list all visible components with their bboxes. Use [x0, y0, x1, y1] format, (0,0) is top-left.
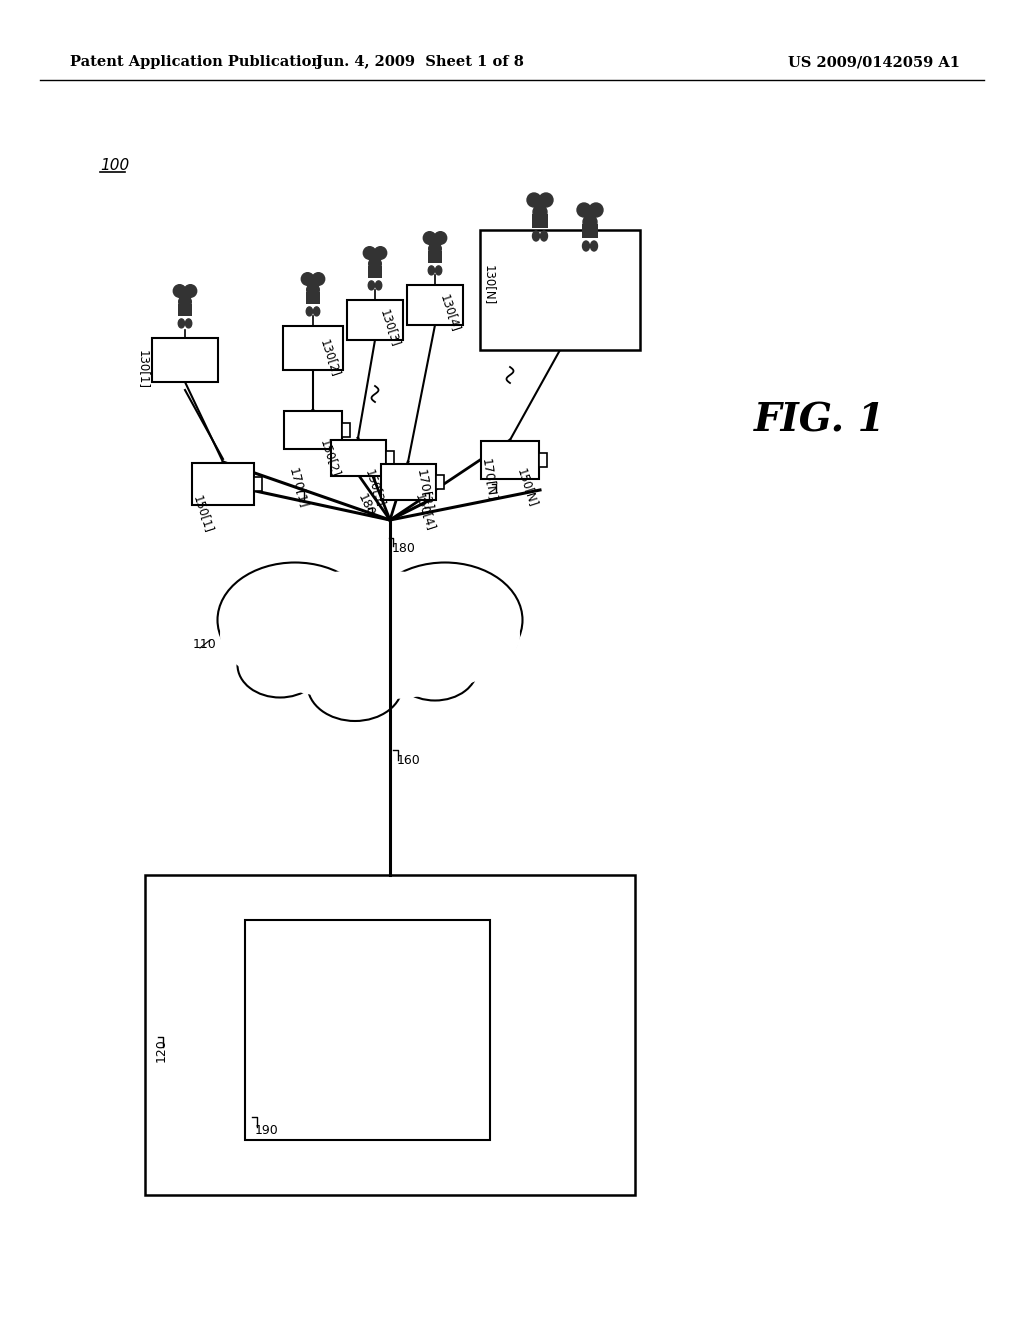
Text: 150[3]: 150[3] [362, 467, 387, 508]
Circle shape [527, 193, 541, 207]
Circle shape [423, 232, 436, 244]
Bar [342, 422, 350, 437]
Text: 170[1]: 170[1] [287, 466, 310, 510]
Circle shape [539, 193, 553, 207]
Circle shape [173, 285, 186, 297]
Bar [532, 214, 548, 228]
Bar [347, 300, 403, 341]
Ellipse shape [583, 242, 590, 251]
Ellipse shape [369, 281, 375, 290]
Bar [584, 206, 596, 214]
Text: 190: 190 [255, 1123, 279, 1137]
Text: 180: 180 [392, 541, 416, 554]
Bar [582, 224, 598, 238]
Text: FIG. 1: FIG. 1 [755, 401, 886, 440]
Bar [381, 465, 435, 500]
Ellipse shape [591, 242, 597, 251]
Text: 130[2]: 130[2] [318, 338, 342, 379]
Bar [254, 477, 262, 491]
Ellipse shape [238, 632, 323, 697]
Bar [385, 451, 393, 465]
Bar [193, 463, 254, 506]
Bar [283, 326, 343, 370]
Bar [370, 249, 380, 256]
Ellipse shape [230, 576, 510, 665]
Bar [534, 195, 546, 205]
Ellipse shape [532, 231, 540, 242]
Circle shape [301, 273, 314, 285]
Bar [331, 440, 385, 477]
Circle shape [577, 203, 591, 216]
Text: 150[1]: 150[1] [190, 494, 215, 535]
Ellipse shape [185, 319, 191, 327]
Text: 150[N]: 150[N] [515, 467, 540, 510]
Bar [430, 235, 440, 242]
Ellipse shape [435, 265, 441, 275]
Ellipse shape [376, 281, 382, 290]
Circle shape [179, 296, 191, 308]
Ellipse shape [541, 231, 548, 242]
Text: 130[1]: 130[1] [137, 351, 150, 389]
Bar [407, 285, 463, 325]
Circle shape [364, 247, 376, 259]
Circle shape [307, 284, 319, 296]
Bar [307, 276, 318, 282]
Circle shape [429, 243, 441, 255]
Text: US 2009/0142059 A1: US 2009/0142059 A1 [788, 55, 961, 69]
Bar [245, 920, 490, 1140]
Circle shape [374, 247, 387, 259]
Ellipse shape [313, 306, 319, 315]
Text: 130[N]: 130[N] [483, 265, 496, 305]
Ellipse shape [307, 649, 402, 721]
Bar [368, 265, 382, 279]
Bar [435, 475, 443, 488]
Bar [428, 251, 442, 263]
Text: 120: 120 [155, 1038, 168, 1061]
Bar [178, 304, 193, 317]
Circle shape [534, 205, 547, 219]
Text: 100: 100 [100, 157, 129, 173]
Bar [145, 875, 635, 1195]
Ellipse shape [178, 319, 184, 327]
Text: 160: 160 [397, 754, 421, 767]
Text: 130[3]: 130[3] [378, 308, 402, 348]
Bar [152, 338, 218, 381]
Text: 130[4]: 130[4] [438, 293, 463, 334]
Circle shape [434, 232, 446, 244]
Text: Jun. 4, 2009  Sheet 1 of 8: Jun. 4, 2009 Sheet 1 of 8 [316, 55, 524, 69]
Bar [306, 292, 321, 304]
Ellipse shape [368, 562, 522, 677]
Text: 170[N]: 170[N] [480, 458, 499, 502]
Text: 150[4]: 150[4] [413, 491, 437, 532]
Text: 170[2]: 170[2] [415, 469, 435, 512]
Ellipse shape [442, 610, 517, 665]
Bar [481, 441, 539, 479]
Ellipse shape [306, 306, 312, 315]
Circle shape [583, 215, 597, 228]
Bar [284, 411, 342, 449]
Bar [179, 288, 190, 294]
Circle shape [369, 257, 381, 271]
Circle shape [589, 203, 603, 216]
Circle shape [184, 285, 197, 297]
Ellipse shape [428, 265, 434, 275]
Text: 150[2]: 150[2] [318, 437, 342, 479]
Circle shape [312, 273, 325, 285]
Ellipse shape [392, 635, 477, 701]
Ellipse shape [220, 570, 520, 700]
Bar [480, 230, 640, 350]
Ellipse shape [217, 562, 373, 677]
Text: 110: 110 [193, 639, 217, 652]
Text: 180: 180 [355, 491, 377, 519]
Bar [539, 453, 547, 467]
Text: Patent Application Publication: Patent Application Publication [70, 55, 322, 69]
